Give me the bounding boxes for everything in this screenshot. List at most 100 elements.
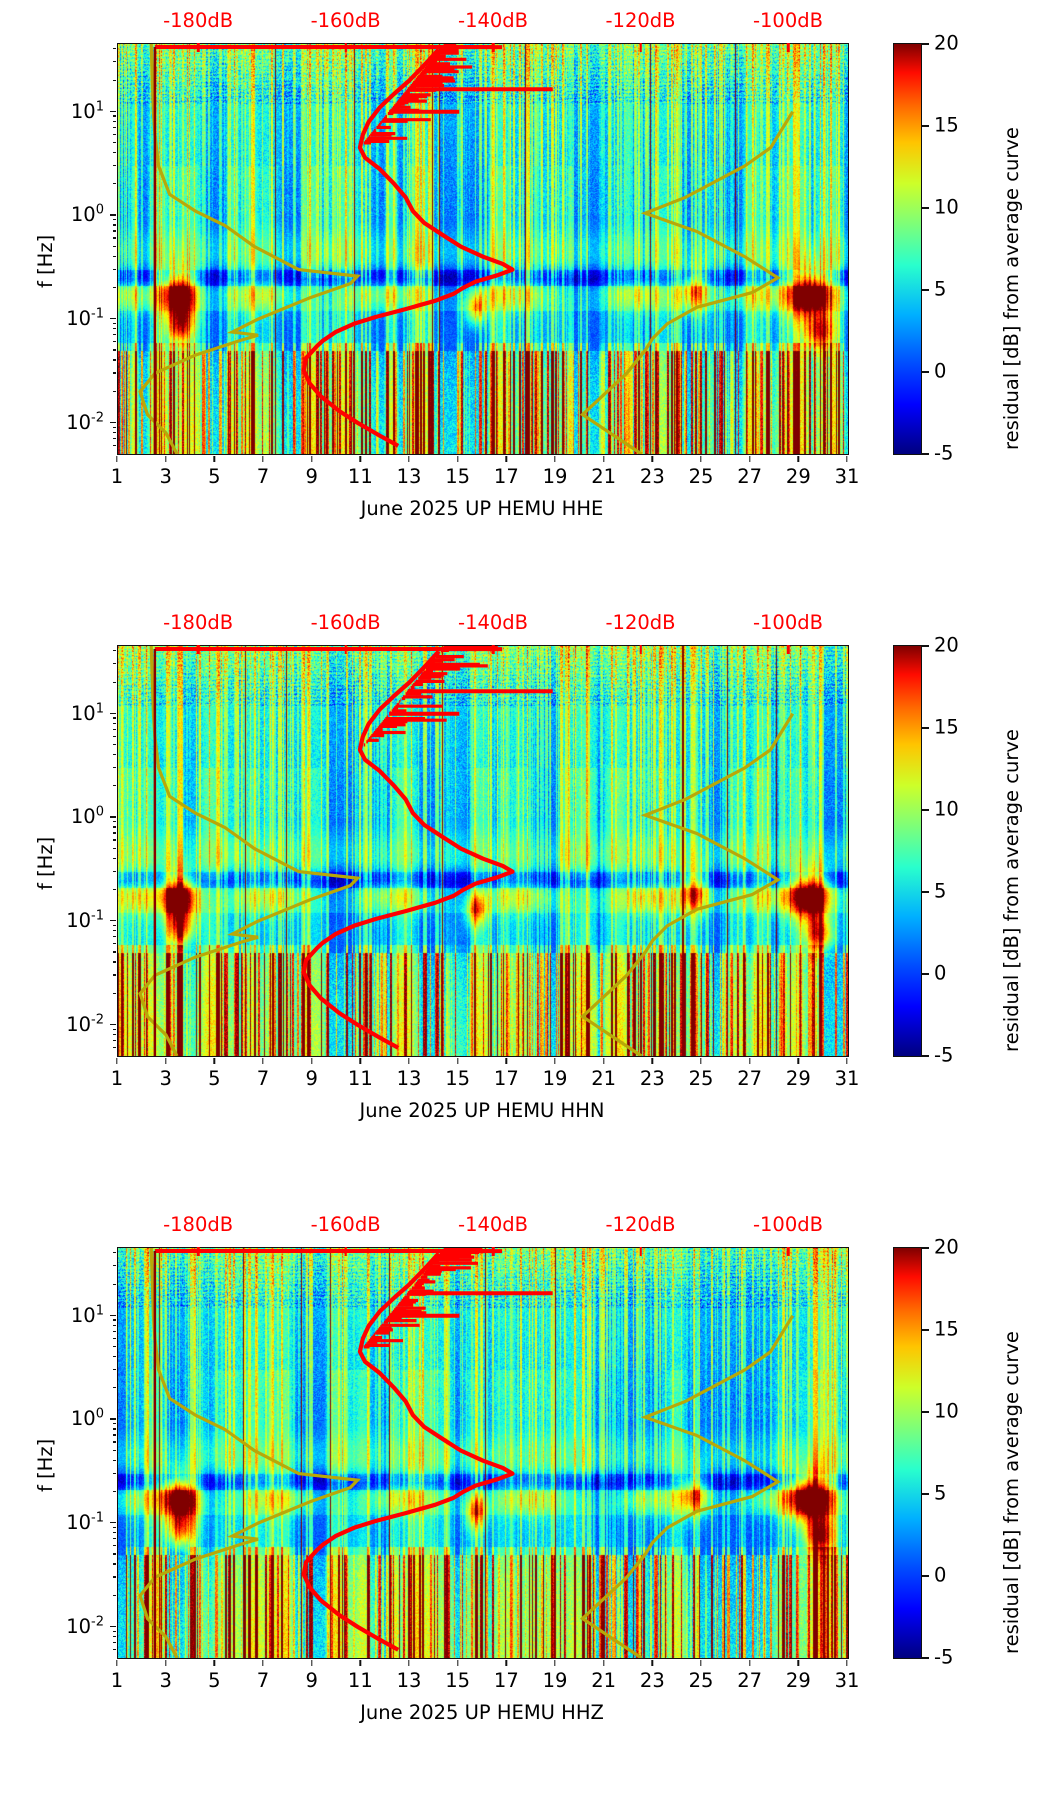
y-axis-minor-tick [112, 1630, 116, 1632]
x-axis-label: 29 [785, 1669, 811, 1692]
plot-area-hhn[interactable] [117, 645, 849, 1057]
y-axis-tick [110, 712, 116, 715]
y-axis-label-mantissa: 10 [70, 701, 96, 725]
y-axis-tick [110, 1418, 116, 1420]
y-axis-label-mantissa: 10 [70, 1303, 96, 1327]
y-axis-minor-tick [112, 1532, 116, 1534]
x-axis-label: 11 [347, 1669, 373, 1692]
x-axis-label: 19 [542, 465, 568, 488]
plot-area-hhz[interactable] [117, 1247, 849, 1659]
y-axis-minor-tick [112, 1337, 116, 1339]
y-axis-minor-tick [112, 847, 116, 849]
overlay-curves [138, 1248, 795, 1658]
y-axis-minor-tick [112, 1039, 116, 1042]
y-axis-label: 10-1 [0, 1510, 104, 1534]
y-axis-minor-tick [112, 924, 116, 927]
x-axis-tick [310, 456, 313, 462]
y-axis-minor-tick [112, 766, 116, 769]
x-axis-label: 17 [493, 465, 519, 488]
top-db-tick [344, 645, 347, 654]
x-axis-tick [408, 456, 410, 462]
x-axis-label: 7 [256, 1067, 270, 1090]
x-axis-title: June 2025 UP HEMU HHZ [360, 1701, 604, 1724]
x-axis-tick [359, 456, 362, 462]
y-axis-minor-tick [112, 1594, 116, 1596]
x-axis-label: 27 [737, 465, 763, 488]
psd-mean-curve [301, 1251, 515, 1652]
y-axis-minor-tick [112, 722, 116, 724]
colorbar-tick [922, 371, 929, 373]
x-axis-tick [554, 456, 556, 462]
top-db-tick [344, 43, 347, 52]
x-axis-tick [748, 456, 751, 462]
y-axis-minor-tick [112, 650, 116, 652]
x-axis-tick [797, 456, 800, 462]
x-axis-label: 21 [591, 1669, 617, 1692]
colorbar-tick [922, 1575, 929, 1577]
colorbar-label: 20 [934, 31, 959, 55]
top-db-tick [639, 645, 642, 654]
y-axis-minor-tick [112, 444, 116, 446]
x-axis-label: 1 [110, 1669, 124, 1692]
y-axis-minor-tick [112, 735, 116, 737]
top-db-label: -160dB [310, 9, 381, 32]
y-axis-minor-tick [112, 79, 116, 81]
y-axis-minor-tick [112, 126, 116, 128]
y-axis-minor-tick [112, 1033, 116, 1036]
colorbar [893, 43, 922, 455]
noise-model-low-curve [138, 646, 362, 1056]
y-axis-title: f [Hz] [34, 1438, 57, 1492]
y-axis-tick [110, 1023, 116, 1026]
x-axis-label: 15 [445, 1067, 471, 1090]
top-db-tick [491, 43, 495, 52]
y-axis-minor-tick [112, 870, 116, 872]
y-axis-minor-tick [112, 61, 116, 63]
colorbar-label: 20 [934, 633, 959, 657]
top-db-label: -180dB [163, 1213, 234, 1236]
x-axis-tick [846, 1058, 848, 1064]
x-axis-label: 19 [542, 1669, 568, 1692]
colorbar-tick [922, 453, 929, 455]
colorbar-title: residual [dB] from average curve [1000, 729, 1023, 1052]
y-axis-minor-tick [112, 1252, 116, 1254]
x-axis-label: 21 [591, 465, 617, 488]
y-axis-label: 101 [0, 1303, 104, 1327]
x-axis-tick [262, 456, 264, 462]
noise-model-low-curve [138, 44, 362, 454]
y-axis-minor-tick [112, 334, 116, 336]
y-axis-label-exponent: -1 [91, 908, 104, 924]
x-axis-label: 13 [396, 1669, 422, 1692]
x-axis-label: 11 [347, 1067, 373, 1090]
y-axis-minor-tick [112, 1387, 116, 1389]
plot-area-hhe[interactable] [117, 43, 849, 455]
y-axis-minor-tick [112, 1635, 116, 1638]
x-axis-label: 5 [208, 465, 221, 488]
y-axis-label: 10-2 [0, 1614, 104, 1638]
x-axis-label: 7 [256, 1669, 270, 1692]
y-axis-minor-tick [112, 255, 116, 257]
colorbar-tick [922, 891, 929, 893]
x-axis-tick [456, 1058, 459, 1064]
y-axis-title: f [Hz] [34, 234, 57, 288]
x-axis-tick [651, 1058, 654, 1064]
y-axis-minor-tick [112, 115, 116, 117]
x-axis-tick [505, 1058, 508, 1064]
y-axis-minor-tick [112, 728, 116, 730]
y-axis-minor-tick [112, 663, 116, 665]
x-axis-tick [748, 1660, 751, 1666]
y-axis-minor-tick [112, 717, 116, 719]
top-db-label: -100dB [752, 1213, 824, 1236]
y-axis-minor-tick [112, 286, 116, 289]
x-axis-title: June 2025 UP HEMU HHE [360, 497, 604, 520]
x-axis-tick [602, 456, 605, 462]
x-axis-tick [213, 456, 216, 462]
x-axis-label: 9 [305, 465, 318, 488]
top-db-label: -180dB [163, 9, 234, 32]
y-axis-minor-tick [112, 1648, 116, 1650]
y-axis-label-exponent: 0 [95, 202, 104, 218]
x-axis-label: 13 [396, 1067, 422, 1090]
y-axis-minor-tick [112, 839, 116, 841]
x-axis-label: 21 [591, 1067, 617, 1090]
y-axis-minor-tick [112, 785, 116, 787]
y-axis-title: f [Hz] [34, 836, 57, 890]
